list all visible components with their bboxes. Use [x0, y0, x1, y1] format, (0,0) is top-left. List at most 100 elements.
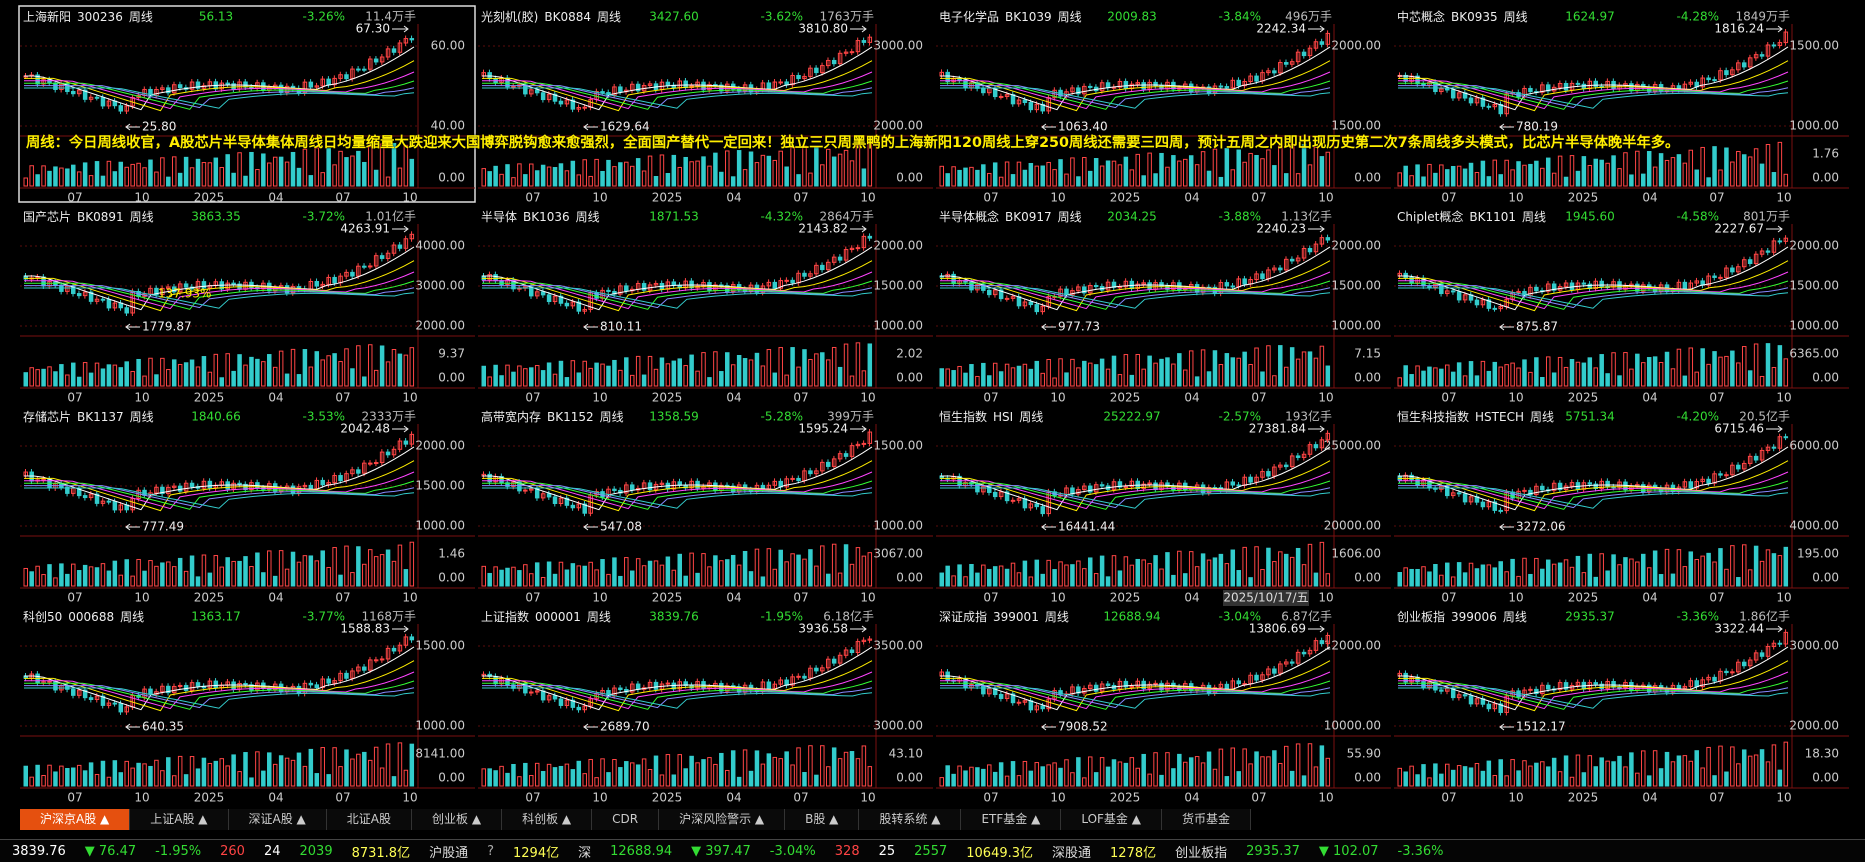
y-tick-label: 1500.00 — [415, 479, 465, 493]
x-tick-label: 07 — [793, 191, 808, 205]
volume-bar — [957, 765, 962, 787]
candle-body — [1439, 88, 1444, 93]
volume-bar — [177, 363, 183, 387]
candle-body — [802, 272, 807, 277]
candle-body — [570, 504, 576, 509]
low-label: 640.35 — [142, 720, 184, 734]
tab[interactable]: 创业板 ▲ — [412, 809, 503, 830]
tab[interactable]: 货币基金 — [1161, 809, 1251, 830]
volume-bar — [1248, 577, 1253, 587]
volume-bar — [47, 170, 52, 187]
candle-body — [1777, 436, 1783, 449]
volume-bar — [243, 752, 248, 787]
volume-bar — [529, 367, 534, 387]
volume-bar — [76, 764, 82, 787]
low-label: 1512.17 — [1516, 720, 1566, 734]
candle-body — [362, 68, 367, 71]
candle-body — [1040, 305, 1045, 313]
candle-body — [523, 84, 528, 95]
volume-bar — [65, 573, 70, 587]
volume-bar — [379, 143, 385, 187]
candle-body — [1076, 286, 1081, 292]
volume-bar — [1765, 549, 1771, 587]
volume-bar — [1236, 357, 1241, 387]
volume-bar — [1076, 757, 1081, 787]
volume-bar — [397, 353, 403, 387]
x-tick-label: 04 — [726, 191, 741, 205]
volume-bar — [367, 759, 373, 787]
volume-bar — [23, 765, 28, 787]
volume-bar — [635, 355, 641, 387]
volume-bar — [272, 156, 278, 187]
volume-bar — [1040, 372, 1045, 387]
volume-bar — [1129, 757, 1135, 787]
volume-bar — [320, 550, 325, 587]
volume-bar — [831, 747, 837, 787]
volume-bar — [1313, 766, 1319, 787]
candle-body — [1445, 290, 1450, 295]
volume-bar — [969, 364, 974, 387]
volume-bar — [272, 366, 278, 387]
tab[interactable]: 上证A股 ▲ — [130, 809, 229, 830]
volume-bar — [1439, 773, 1444, 787]
volume-bar — [1099, 358, 1105, 387]
volume-bar — [802, 145, 807, 187]
candle-body — [1283, 464, 1289, 468]
volume-bar — [1272, 561, 1277, 587]
candle-body — [207, 680, 213, 689]
candle-body — [171, 84, 177, 94]
volume-bar — [261, 572, 266, 587]
volume-bar — [1123, 354, 1129, 387]
volume-bar — [1599, 159, 1604, 187]
candle-body — [106, 500, 112, 503]
volume-bar — [1206, 170, 1212, 187]
volume-bar — [1147, 563, 1152, 587]
volume-bar — [231, 560, 236, 587]
volume-bar — [523, 564, 528, 587]
volume-bar — [201, 356, 207, 387]
tab[interactable]: B股 ▲ — [785, 809, 860, 830]
volume-bar — [754, 548, 760, 587]
volume-bar — [748, 770, 754, 787]
candle-body — [576, 107, 582, 110]
tab[interactable]: 深证A股 ▲ — [228, 809, 327, 830]
tab[interactable]: 沪深京A股 ▲ — [20, 809, 131, 830]
tab[interactable]: CDR — [592, 809, 660, 830]
volume-bar — [784, 374, 789, 387]
volume-bar — [106, 364, 112, 387]
candle-body — [576, 706, 582, 711]
tab[interactable]: 沪深风险警示 ▲ — [659, 809, 786, 830]
volume-bar — [1498, 759, 1503, 787]
tab[interactable]: ETF基金 ▲ — [961, 809, 1062, 830]
volume-bar — [320, 747, 325, 787]
volume-bar — [1635, 772, 1640, 787]
tab[interactable]: LOF基金 ▲ — [1061, 809, 1162, 830]
candle-body — [867, 36, 873, 43]
volume-bar — [558, 163, 564, 187]
candle-body — [867, 235, 873, 239]
volume-bar — [183, 774, 189, 787]
volume-bar — [237, 560, 242, 587]
x-tick-label: 10 — [1508, 191, 1523, 205]
x-tick-label: 07 — [1709, 591, 1724, 605]
candle-body — [1123, 80, 1129, 90]
volume-bar — [1076, 176, 1081, 187]
tab[interactable]: 北证A股 — [326, 809, 413, 830]
high-label: 1595.24 — [798, 422, 848, 436]
volume-bar — [1736, 763, 1741, 787]
tab[interactable]: 科创板 ▲ — [502, 809, 593, 830]
change: -4.20% — [1677, 410, 1719, 424]
volume-bar — [1611, 761, 1616, 787]
high-label: 2242.34 — [1256, 22, 1306, 36]
candle-body — [1474, 299, 1480, 306]
volume-bar — [582, 565, 587, 587]
tab[interactable]: 股转系统 ▲ — [859, 809, 962, 830]
volume-bar — [713, 152, 718, 187]
volume-bar — [1504, 775, 1509, 787]
price: 1358.59 — [649, 410, 699, 424]
moving-average — [482, 687, 873, 709]
volume-bar — [154, 171, 159, 187]
candle-body — [1765, 44, 1771, 57]
candle-body — [177, 485, 183, 492]
